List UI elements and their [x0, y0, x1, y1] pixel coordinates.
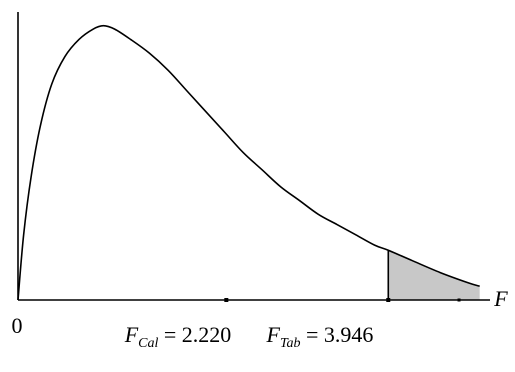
f-cal-value: = 2.220 — [158, 322, 231, 347]
tick-calculated — [224, 298, 229, 302]
x-axis-label: F — [493, 286, 508, 311]
f-tab-symbol: F — [266, 322, 281, 347]
tick-tabulated — [386, 298, 391, 302]
rejection-region-fill — [388, 250, 480, 300]
f-cal-subscript: Cal — [138, 336, 158, 351]
f-tab-subscript: Tab — [280, 336, 301, 351]
f-cal-label: FCal = 2.220 — [124, 322, 232, 351]
marker-layer — [224, 250, 461, 302]
density-curve — [17, 24, 480, 301]
shade-layer — [388, 250, 480, 300]
tick-right-tail — [457, 298, 461, 302]
f-cal-symbol: F — [124, 322, 139, 347]
origin-label: 0 — [12, 313, 23, 338]
f-tab-label: FTab = 3.946 — [266, 322, 374, 351]
curve-layer — [17, 24, 480, 301]
f-tab-value: = 3.946 — [301, 322, 374, 347]
axes-layer — [17, 12, 490, 301]
